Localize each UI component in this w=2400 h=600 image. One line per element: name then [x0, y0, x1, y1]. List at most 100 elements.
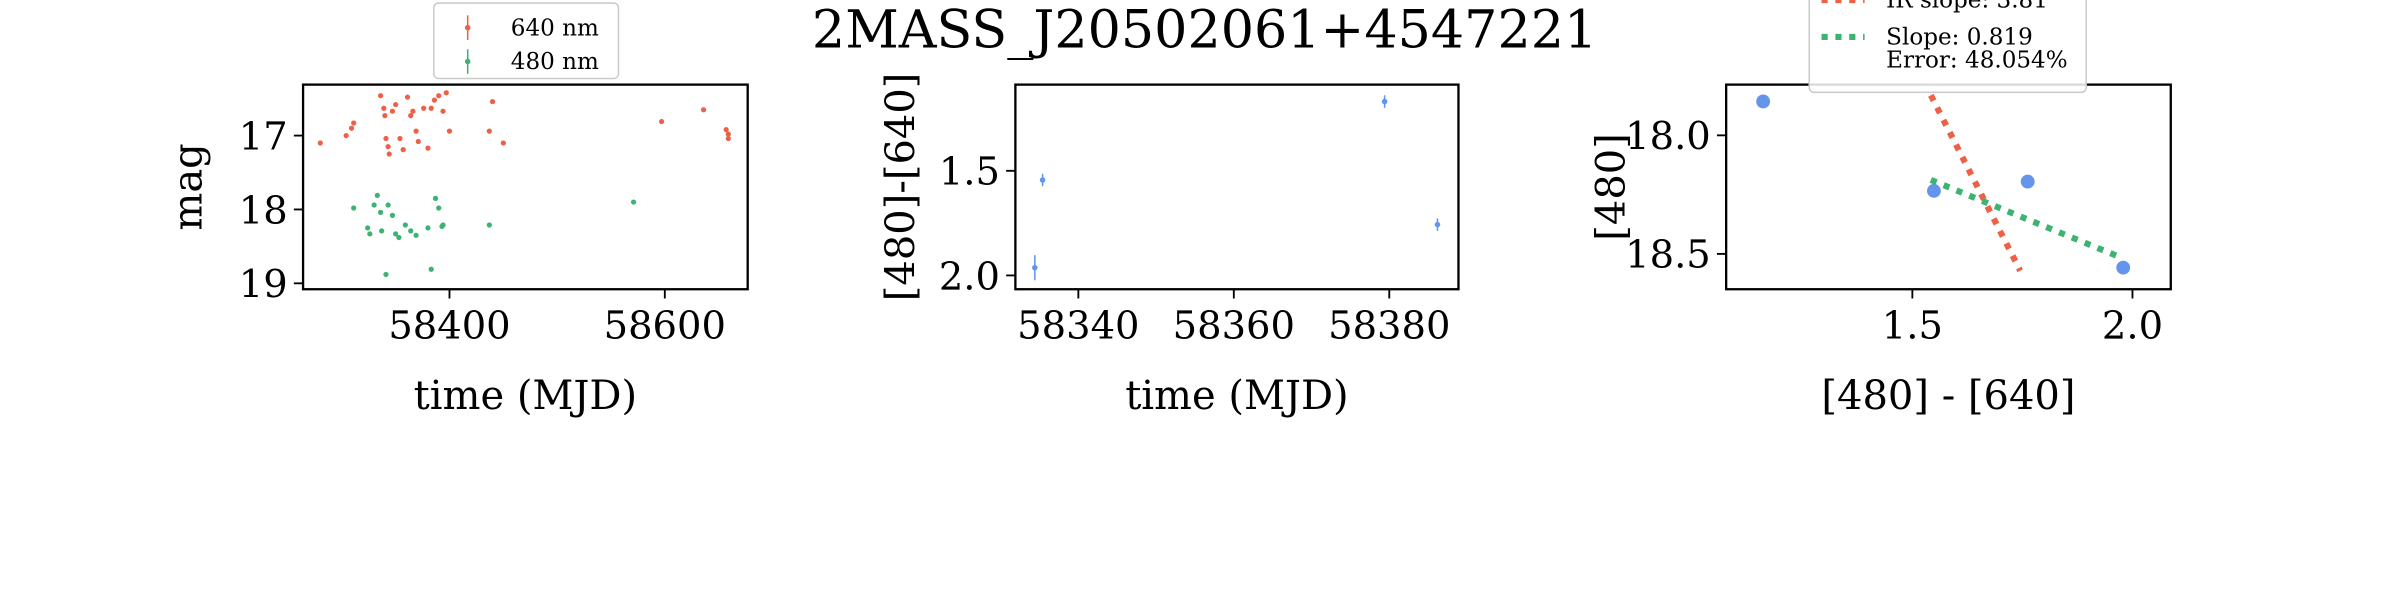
point [343, 132, 349, 139]
point [413, 128, 419, 134]
point [443, 90, 449, 96]
y-axis-label: [480]-[640] [878, 73, 924, 302]
point [725, 135, 731, 142]
legend-marker [464, 24, 471, 31]
axes-frame [1014, 83, 1460, 291]
point [486, 222, 492, 228]
point [440, 108, 446, 114]
legend-marker [464, 58, 471, 65]
point [440, 222, 446, 228]
point [486, 128, 492, 134]
x-tick-label: 58340 [1017, 303, 1139, 348]
point [428, 105, 434, 111]
point [725, 131, 731, 137]
legend-label: 480 nm [511, 49, 599, 75]
point [446, 128, 453, 134]
y-axis-label: [480] [1589, 133, 1635, 241]
point [383, 135, 389, 142]
point [415, 138, 421, 145]
point [393, 101, 399, 108]
point [351, 205, 357, 211]
legend-box [433, 2, 620, 80]
point [386, 151, 392, 157]
point [2116, 260, 2131, 275]
y-tick-label: 18.5 [1625, 233, 1711, 278]
legend-label: Error: 48.054% [1886, 48, 2068, 74]
legend-box [1808, 0, 2087, 94]
y-tick-label: 1.5 [939, 150, 1000, 195]
x-tick-label: 1.5 [1882, 303, 1943, 348]
point [374, 192, 380, 199]
y-tick-label: 19 [239, 262, 288, 307]
point [402, 222, 408, 228]
x-tick-label: 58380 [1328, 303, 1450, 348]
figure-title: 2MASS_J20502061+4547221 [812, 0, 1597, 60]
y-tick-label: 18.0 [1625, 114, 1711, 159]
legend-label: Slope: 0.819 [1886, 25, 2033, 51]
point [428, 266, 434, 272]
point [367, 231, 373, 237]
point [425, 145, 431, 151]
point [1434, 221, 1441, 228]
fit-line [1928, 93, 2023, 273]
point [1927, 183, 1941, 198]
point [348, 125, 355, 131]
point [436, 93, 442, 99]
point [500, 140, 506, 146]
y-tick-label: 18 [239, 188, 288, 233]
point [382, 113, 388, 119]
point [396, 234, 402, 241]
y-axis-label: mag [166, 143, 212, 230]
point [397, 135, 403, 142]
legend-label: IR slope: 3.81 [1886, 0, 2048, 14]
point [393, 231, 399, 237]
point [1032, 264, 1038, 271]
point [377, 93, 384, 99]
point [1039, 177, 1046, 183]
y-tick-label: 2.0 [939, 254, 1000, 299]
point [385, 202, 391, 208]
point [431, 97, 438, 103]
x-axis-label: [480] - [640] [1821, 373, 2075, 419]
y-tick-label: 17 [239, 114, 288, 159]
point [1756, 94, 1771, 109]
point [389, 108, 396, 114]
point [1381, 98, 1388, 105]
point [630, 199, 637, 205]
point [408, 228, 414, 234]
point [383, 271, 389, 278]
point [425, 225, 431, 231]
point [436, 205, 442, 211]
point [2020, 174, 2035, 189]
point [377, 209, 384, 216]
point [379, 228, 385, 234]
point [489, 98, 496, 105]
point [413, 232, 419, 238]
point [410, 108, 416, 114]
point [700, 107, 707, 113]
x-axis-label: time (MJD) [414, 373, 637, 419]
point [432, 195, 439, 201]
point [385, 144, 391, 150]
point [400, 147, 406, 153]
legend-label: 640 nm [511, 15, 599, 41]
axes-frame [301, 83, 749, 291]
point [658, 118, 665, 125]
point [723, 127, 729, 133]
x-axis-label: time (MJD) [1125, 373, 1348, 419]
x-tick-label: 2.0 [2102, 303, 2163, 348]
point [365, 225, 371, 231]
point [389, 212, 396, 218]
x-tick-label: 58600 [604, 303, 726, 348]
point [317, 140, 323, 146]
point [351, 120, 357, 126]
point [371, 202, 377, 208]
point [421, 105, 427, 111]
x-tick-label: 58400 [388, 303, 510, 348]
point [404, 94, 411, 100]
point [408, 113, 414, 119]
x-tick-label: 58360 [1173, 303, 1295, 348]
point [381, 105, 387, 111]
